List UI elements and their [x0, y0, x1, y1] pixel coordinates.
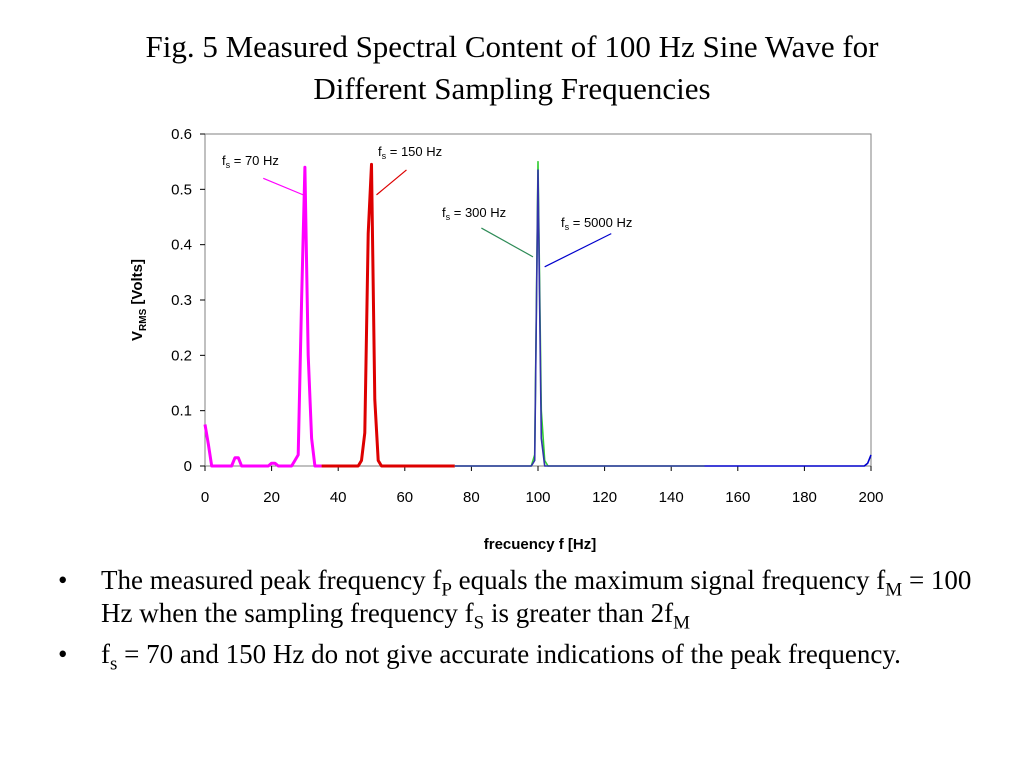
x-tick-label: 80 [463, 489, 480, 506]
y-tick-label: 0.3 [171, 292, 192, 309]
bullet-text: f [101, 639, 110, 669]
annotation-leader-line [544, 233, 612, 268]
bullet-subscript: s [110, 653, 118, 675]
bullet-text: = 100 Hz when the sampling frequency f [101, 565, 972, 628]
y-tick-label: 0.5 [171, 181, 192, 198]
series-line [321, 162, 455, 468]
series-line [454, 169, 705, 467]
bullet-subscript: P [441, 579, 452, 601]
bullet-item: • The measured peak frequency fP equals t… [58, 564, 1008, 634]
x-tick-label: 200 [858, 489, 883, 506]
y-tick-label: 0.1 [171, 403, 192, 420]
bullet-item: • fs = 70 and 150 Hz do not give accurate… [58, 638, 1008, 675]
bullet-text: The measured peak frequency f [101, 565, 442, 595]
annotation-label: fs = 150 Hz [378, 144, 442, 161]
title-line-1: Fig. 5 Measured Spectral Content of 100 … [145, 29, 879, 64]
bullet-subscript: M [673, 612, 691, 634]
x-tick-label: 180 [792, 489, 817, 506]
series-line [704, 454, 872, 467]
series-line [203, 165, 322, 468]
x-tick-label: 120 [592, 489, 617, 506]
bullet-text: = 70 and 150 Hz do not give accurate ind… [117, 639, 901, 669]
x-tick-label: 60 [396, 489, 413, 506]
annotation-leader-line [481, 227, 534, 258]
x-tick-label: 0 [201, 489, 209, 506]
bullet-subscript: S [473, 612, 485, 634]
annotation-leader-line [376, 169, 407, 196]
bullet-text: equals the maximum signal frequency f [451, 565, 886, 595]
y-tick-label: 0.6 [171, 126, 192, 143]
x-tick-label: 100 [525, 489, 550, 506]
annotation-label: fs = 70 Hz [222, 153, 279, 170]
x-axis-label: frecuency f [Hz] [484, 536, 597, 553]
y-axis-label: VRMS [Volts] [129, 259, 149, 341]
bullet-dot: • [58, 565, 68, 595]
annotation-leader-line [263, 177, 304, 196]
x-tick-label: 140 [659, 489, 684, 506]
annotation-label: fs = 5000 Hz [561, 215, 632, 232]
bullet-subscript: M [885, 579, 903, 601]
bullet-dot: • [58, 639, 68, 669]
spectrum-chart: 0 0.1 0.2 0.3 0.4 0.5 0.6 0 20 40 60 80 100 120 140 160… [129, 126, 884, 553]
bullet-text: is greater than 2f [484, 598, 674, 628]
slide-title: Fig. 5 Measured Spectral Content of 100 … [0, 26, 1024, 110]
y-tick-label: 0.4 [171, 237, 192, 254]
y-tick-label: 0 [184, 458, 192, 475]
x-tick-label: 20 [263, 489, 280, 506]
y-tick-label: 0.2 [171, 347, 192, 364]
title-line-2: Different Sampling Frequencies [313, 71, 711, 106]
annotation-label: fs = 300 Hz [442, 205, 506, 222]
bullet-list: • The measured peak frequency fP equals t… [58, 564, 1008, 679]
x-tick-label: 160 [725, 489, 750, 506]
x-tick-label: 40 [330, 489, 347, 506]
